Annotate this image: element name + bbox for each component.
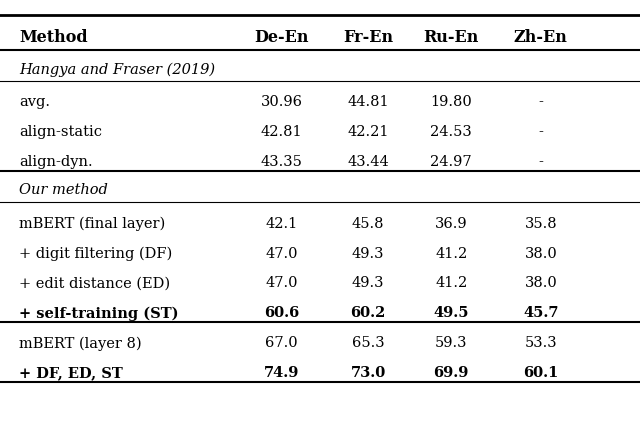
Text: 44.81: 44.81 (347, 95, 389, 109)
Text: Fr-En: Fr-En (343, 29, 393, 45)
Text: mBERT (layer 8): mBERT (layer 8) (19, 336, 142, 351)
Text: 60.2: 60.2 (350, 306, 386, 321)
Text: 24.53: 24.53 (430, 125, 472, 139)
Text: 65.3: 65.3 (352, 336, 384, 351)
Text: align-static: align-static (19, 125, 102, 139)
Text: mBERT (final layer): mBERT (final layer) (19, 217, 166, 231)
Text: align-dyn.: align-dyn. (19, 155, 93, 169)
Text: 41.2: 41.2 (435, 277, 467, 291)
Text: + DF, ED, ST: + DF, ED, ST (19, 366, 123, 381)
Text: 19.80: 19.80 (430, 95, 472, 109)
Text: De-En: De-En (254, 29, 309, 45)
Text: 73.0: 73.0 (350, 366, 386, 381)
Text: 36.9: 36.9 (435, 217, 467, 231)
Text: + digit filtering (DF): + digit filtering (DF) (19, 247, 172, 261)
Text: 67.0: 67.0 (266, 336, 298, 351)
Text: 45.7: 45.7 (523, 306, 559, 321)
Text: 60.1: 60.1 (523, 366, 559, 381)
Text: 35.8: 35.8 (525, 217, 557, 231)
Text: 42.21: 42.21 (348, 125, 388, 139)
Text: 47.0: 47.0 (266, 247, 298, 261)
Text: Hangya and Fraser (2019): Hangya and Fraser (2019) (19, 62, 215, 76)
Text: 69.9: 69.9 (433, 366, 469, 381)
Text: + edit distance (ED): + edit distance (ED) (19, 277, 170, 291)
Text: -: - (538, 125, 543, 139)
Text: Zh-En: Zh-En (514, 29, 568, 45)
Text: 74.9: 74.9 (264, 366, 300, 381)
Text: 60.6: 60.6 (264, 306, 300, 321)
Text: 41.2: 41.2 (435, 247, 467, 261)
Text: 43.35: 43.35 (260, 155, 303, 169)
Text: 38.0: 38.0 (524, 247, 557, 261)
Text: Ru-En: Ru-En (424, 29, 479, 45)
Text: 49.3: 49.3 (352, 247, 384, 261)
Text: -: - (538, 155, 543, 169)
Text: -: - (538, 95, 543, 109)
Text: 42.81: 42.81 (260, 125, 303, 139)
Text: 30.96: 30.96 (260, 95, 303, 109)
Text: 43.44: 43.44 (347, 155, 389, 169)
Text: 45.8: 45.8 (352, 217, 384, 231)
Text: Our method: Our method (19, 183, 108, 198)
Text: 53.3: 53.3 (525, 336, 557, 351)
Text: 42.1: 42.1 (266, 217, 298, 231)
Text: 49.3: 49.3 (352, 277, 384, 291)
Text: avg.: avg. (19, 95, 50, 109)
Text: + self-training (ST): + self-training (ST) (19, 306, 179, 321)
Text: 24.97: 24.97 (430, 155, 472, 169)
Text: 38.0: 38.0 (524, 277, 557, 291)
Text: 47.0: 47.0 (266, 277, 298, 291)
Text: 59.3: 59.3 (435, 336, 467, 351)
Text: Method: Method (19, 29, 88, 45)
Text: 49.5: 49.5 (433, 306, 469, 321)
